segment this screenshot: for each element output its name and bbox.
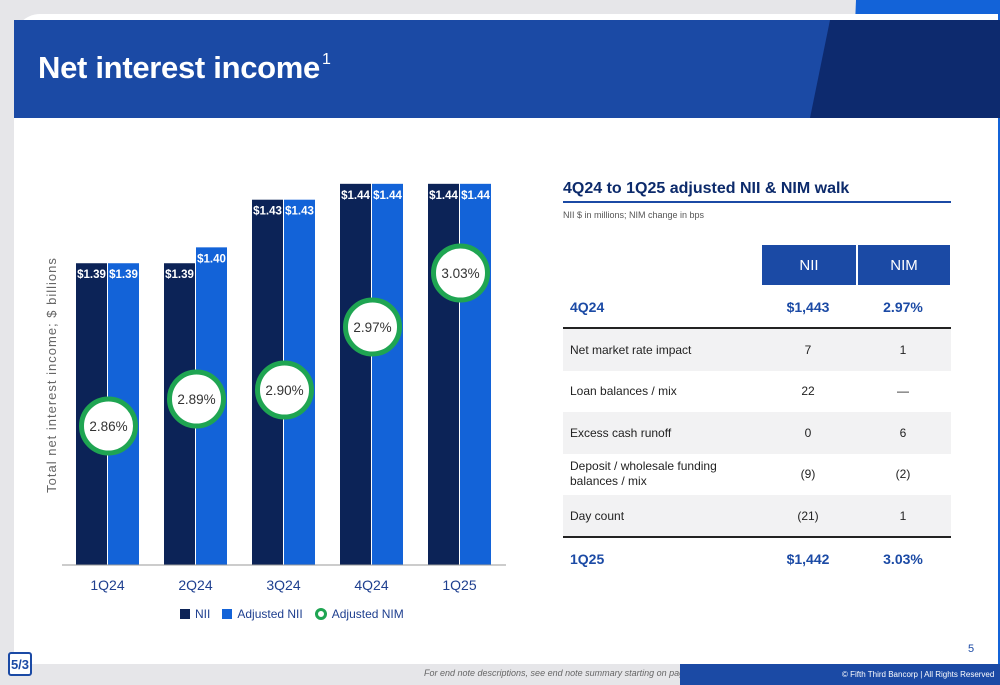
header-dark-accent [810,20,1000,118]
legend-item-adjusted-nii: Adjusted NII [222,607,303,621]
legend-label-nii: NII [195,607,211,621]
header-band [14,20,944,118]
data-label-nii-2Q24: $1.39 [165,269,194,281]
row-nim-value: (2) [895,467,911,481]
legend-swatch-adjusted-nii [222,609,233,619]
row-nim-value: 1 [899,509,907,523]
nim-marker-3Q24 [255,360,314,420]
legend-swatch-nii [180,609,190,619]
row-nii-value: 22 [801,384,815,398]
nim-label-1Q25: 3.03% [441,266,479,281]
row-label: Day count [570,508,625,523]
data-label-adjusted-nii-3Q24: $1.43 [285,206,314,218]
nim-marker-1Q24 [79,396,138,456]
chart-legend: NII Adjusted NII Adjusted NIM [180,607,404,621]
x-tick-label-3Q24: 3Q24 [266,577,300,593]
walk-title: 4Q24 to 1Q25 adjusted NII & NIM walk [563,180,850,197]
table-row: Excess cash runoff 0 6 [563,412,951,454]
row-label: Excess cash runoff [570,425,672,440]
y-axis-label: Total net interest income; $ billions [44,257,59,493]
table-row: Net market rate impact 7 1 [563,329,951,371]
legend-swatch-adjusted-nim [314,608,327,620]
legend-label-adjusted-nim: Adjusted NIM [331,607,404,621]
nim-marker-2Q24 [167,369,226,429]
legend-item-nii: NII [180,607,210,621]
row-nii-value: 7 [804,343,812,357]
nim-marker-1Q25 [431,243,490,303]
data-label-nii-1Q24: $1.39 [77,269,106,281]
x-tick-label-4Q24: 4Q24 [354,577,388,593]
nim-label-3Q24: 2.90% [265,383,303,398]
row-nim-value: 3.03% [883,551,923,567]
nim-label-2Q24: 2.89% [177,392,215,407]
row-nim-value: 2.97% [883,299,923,315]
row-nim-value: — [897,384,909,398]
data-label-adjusted-nii-2Q24: $1.40 [197,253,226,265]
row-label: 4Q24 [570,298,605,315]
row-nii-value: 0 [804,426,812,440]
data-label-nii-4Q24: $1.44 [341,190,370,202]
data-label-nii-1Q25: $1.44 [429,190,458,202]
data-label-nii-3Q24: $1.43 [253,206,282,218]
nii-bar-chart: $1.39 $1.392.86%1Q24$1.39$1.402.89%2Q24$1… [44,183,506,593]
row-label: Loan balances / mix [570,383,677,398]
row-label: Net market rate impact [570,342,692,357]
bar-nii-1Q25 [428,183,459,565]
row-nii-value: (9) [800,467,816,481]
data-label-adjusted-nii-1Q25: $1.44 [461,190,490,202]
bar-nii-4Q24 [340,183,371,565]
x-tick-label-2Q24: 2Q24 [178,577,212,593]
bar-adjusted-nii-4Q24 [372,183,403,565]
x-tick-label-1Q24: 1Q24 [90,577,124,593]
end-note-reference: For end note descriptions, see end note … [424,668,702,678]
title-footnote-marker: 1 [322,51,331,68]
page-number: 5 [968,643,975,655]
row-nii-value: $1,443 [786,299,830,315]
page-title: Net interest income 1 [38,50,331,85]
row-divider [563,536,951,538]
copyright-bar [680,664,1000,685]
fifth-third-logo-icon: 5/3 [8,652,32,676]
column-header-nii: NII [762,245,856,285]
copyright-text: © Fifth Third Bancorp | All Rights Reser… [842,670,995,679]
row-nii-value: (21) [797,509,819,523]
row-divider [563,327,951,329]
x-tick-label-1Q25: 1Q25 [442,577,476,593]
data-label-adjusted-nii-1Q24: $1.39 [109,269,138,281]
column-header-nim: NIM [858,245,950,285]
data-label-adjusted-nii-4Q24: $1.44 [373,190,402,202]
legend-item-adjusted-nim: Adjusted NIM [314,607,404,621]
nim-label-1Q24: 2.86% [89,419,127,434]
nim-label-4Q24: 2.97% [353,320,391,335]
nim-marker-4Q24 [343,297,402,357]
table-row: Day count (21) 1 [563,495,951,537]
table-row: 1Q25 $1,442 3.03% [563,538,951,580]
bar-adjusted-nii-1Q25 [460,183,491,565]
row-label: Deposit / wholesale funding balances / m… [570,459,717,488]
row-nim-value: 1 [899,343,907,357]
table-row: Loan balances / mix 22 — [563,370,951,412]
row-nii-value: $1,442 [786,551,830,567]
table-row: 4Q24 $1,443 2.97% [563,286,951,328]
table-row: Deposit / wholesale funding balances / m… [563,453,951,495]
legend-label-adjusted-nii: Adjusted NII [237,607,303,621]
row-label: 1Q25 [570,550,605,567]
walk-subtitle: NII $ in millions; NIM change in bps [563,210,705,220]
row-nim-value: 6 [899,426,907,440]
walk-title-rule [563,201,951,203]
